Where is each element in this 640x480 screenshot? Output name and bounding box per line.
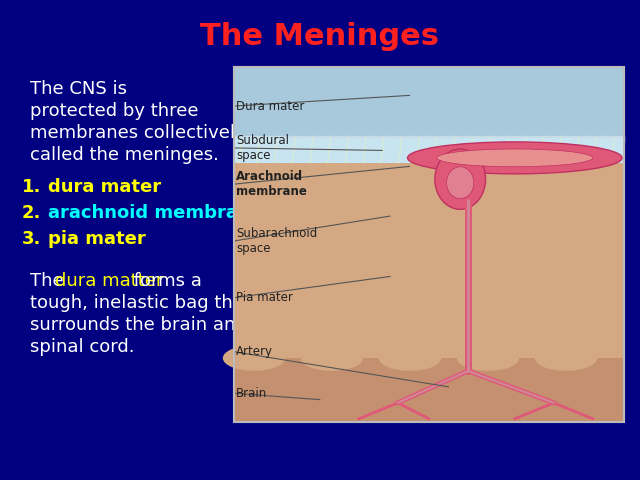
Text: pia mater: pia mater	[48, 230, 146, 248]
Bar	[234, 67, 624, 422]
Text: membranes collectively: membranes collectively	[30, 124, 246, 142]
Text: 1.: 1.	[22, 178, 42, 196]
Text: protected by three: protected by three	[30, 102, 198, 120]
Text: The CNS is: The CNS is	[30, 80, 127, 98]
Ellipse shape	[408, 142, 622, 174]
Text: Dura mater: Dura mater	[236, 99, 305, 112]
Text: The: The	[30, 272, 69, 290]
Bar	[234, 163, 624, 422]
Ellipse shape	[447, 167, 474, 199]
Text: Brain: Brain	[236, 387, 268, 400]
Ellipse shape	[457, 345, 519, 371]
Text: arachnoid membrane: arachnoid membrane	[48, 204, 263, 222]
Text: 2.: 2.	[22, 204, 42, 222]
Ellipse shape	[223, 345, 285, 371]
Text: Artery: Artery	[236, 345, 273, 358]
Text: spinal cord.: spinal cord.	[30, 338, 134, 356]
Bar	[234, 138, 624, 163]
Text: Arachnoid
membrane: Arachnoid membrane	[236, 170, 307, 198]
Text: Pia mater: Pia mater	[236, 291, 293, 304]
Text: forms a: forms a	[128, 272, 202, 290]
Bar	[234, 67, 624, 138]
Ellipse shape	[435, 149, 486, 209]
Text: called the meninges.: called the meninges.	[30, 146, 219, 164]
Text: 3.: 3.	[22, 230, 42, 248]
Ellipse shape	[301, 345, 364, 371]
Ellipse shape	[379, 345, 441, 371]
Text: The Meninges: The Meninges	[200, 22, 440, 51]
Bar	[234, 67, 624, 422]
Ellipse shape	[436, 149, 593, 167]
Text: dura matter: dura matter	[55, 272, 163, 290]
Text: dura mater: dura mater	[48, 178, 161, 196]
Text: tough, inelastic bag that: tough, inelastic bag that	[30, 294, 251, 312]
Text: Subarachnoid
space: Subarachnoid space	[236, 227, 317, 255]
Text: surrounds the brain and: surrounds the brain and	[30, 316, 247, 334]
Text: Subdural
space: Subdural space	[236, 134, 289, 162]
Ellipse shape	[535, 345, 597, 371]
Bar	[234, 358, 624, 422]
